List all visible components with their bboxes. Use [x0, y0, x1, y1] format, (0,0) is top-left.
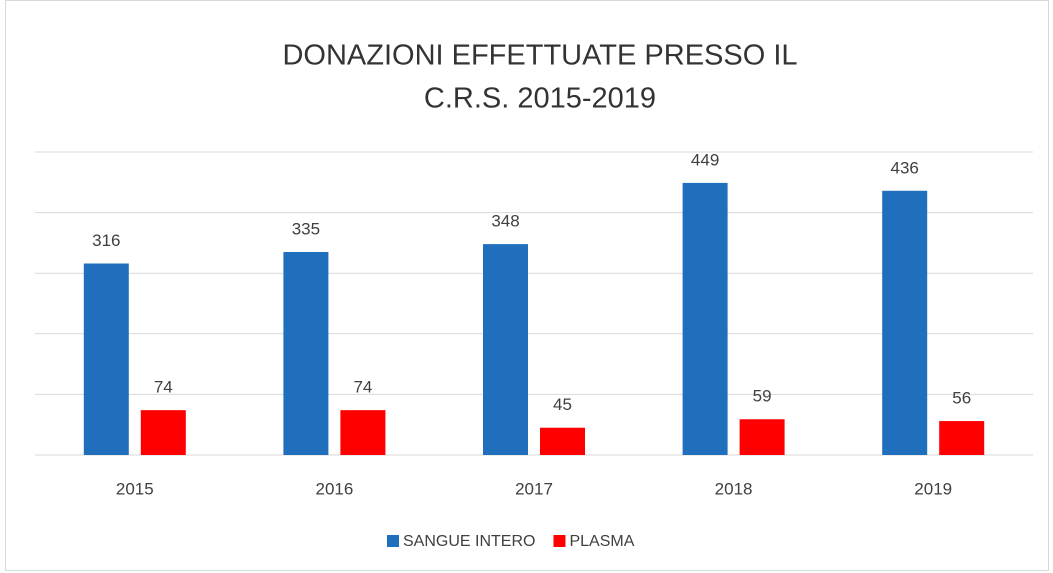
- value-label: 316: [92, 231, 120, 250]
- value-label: 436: [891, 158, 919, 177]
- value-label: 74: [353, 378, 372, 397]
- legend-label: SANGUE INTERO: [403, 533, 535, 550]
- value-label: 335: [292, 219, 320, 238]
- bar: [939, 421, 985, 455]
- bar: [283, 251, 329, 455]
- x-tick-label: 2017: [515, 479, 553, 498]
- x-tick-label: 2015: [116, 479, 154, 498]
- legend-swatch: [387, 535, 399, 547]
- value-label: 56: [952, 389, 971, 408]
- bar: [739, 419, 785, 455]
- bar: [140, 410, 186, 455]
- value-label: 449: [691, 150, 719, 169]
- value-label: 45: [553, 395, 572, 414]
- bar: [682, 182, 728, 455]
- x-tick-label: 2019: [914, 479, 952, 498]
- bar: [483, 244, 528, 455]
- bar: [340, 410, 386, 455]
- value-label: 74: [154, 378, 173, 397]
- legend-swatch: [553, 535, 566, 547]
- chart-title: C.R.S. 2015-2019: [424, 83, 656, 115]
- value-label: 348: [491, 212, 519, 231]
- bar: [540, 427, 585, 455]
- bar: [83, 263, 129, 455]
- bar: [882, 190, 928, 455]
- x-tick-label: 2016: [315, 479, 353, 498]
- chart-title: DONAZIONI EFFETTUATE PRESSO IL: [282, 40, 797, 72]
- x-tick-label: 2018: [715, 479, 753, 498]
- legend-label: PLASMA: [569, 533, 634, 550]
- value-label: 59: [753, 387, 772, 406]
